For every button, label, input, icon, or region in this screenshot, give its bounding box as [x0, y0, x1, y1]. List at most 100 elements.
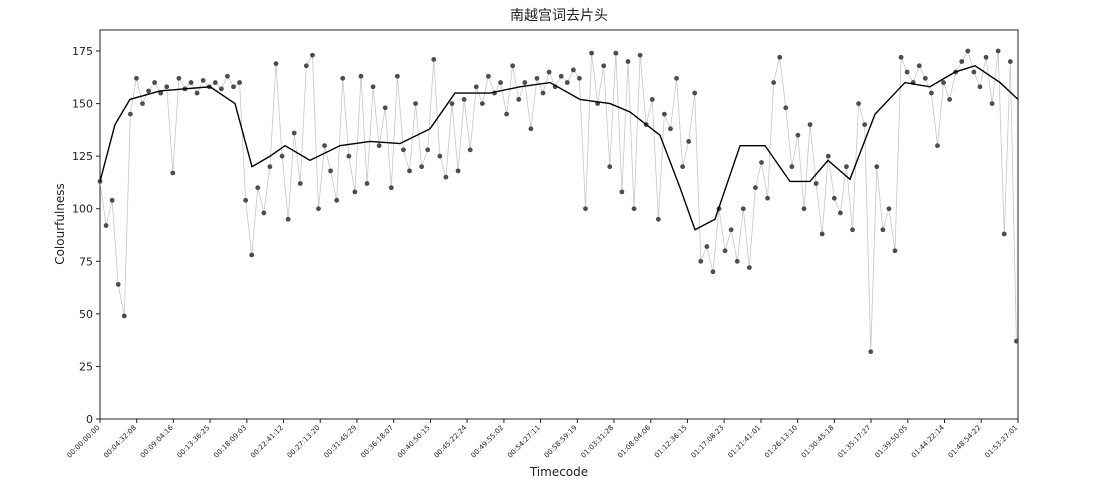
x-tick-label: 01:39:50:05 [873, 424, 909, 460]
data-point [977, 84, 983, 90]
x-tick-label: 01:17:08:23 [690, 424, 726, 460]
data-point [267, 164, 273, 170]
data-point [261, 210, 267, 216]
data-point [1007, 59, 1013, 64]
data-point [285, 216, 291, 222]
data-point [455, 168, 461, 174]
data-point [540, 90, 546, 96]
data-point [746, 265, 752, 271]
data-point [225, 73, 230, 79]
data-point [467, 147, 473, 153]
data-point [437, 153, 443, 159]
data-point [862, 122, 868, 128]
data-point [303, 63, 309, 69]
x-tick-label: 01:35:17:27 [837, 424, 873, 460]
x-tick-label: 01:30:45:18 [800, 424, 836, 460]
data-point [152, 80, 158, 85]
data-point [297, 181, 303, 186]
data-point [461, 96, 467, 102]
data-point [473, 84, 479, 90]
data-point [740, 206, 746, 212]
data-point [146, 88, 151, 94]
data-point [504, 111, 510, 117]
data-point [340, 75, 346, 81]
x-tick-label: 01:48:54:22 [947, 424, 983, 460]
plot-frame [99, 29, 1019, 420]
data-point [631, 206, 637, 212]
data-point [680, 164, 686, 170]
data-point [546, 69, 552, 75]
data-point [704, 244, 710, 249]
x-tick-label: 01:53:27:01 [984, 424, 1020, 460]
data-point [346, 153, 352, 159]
data-point [528, 126, 534, 132]
data-point [486, 73, 491, 79]
data-point [765, 195, 770, 201]
data-point [334, 197, 340, 203]
chart-title: 南越宫词去片头 [510, 8, 608, 24]
x-tick-label: 00:36:18:07 [359, 424, 395, 460]
data-point [892, 248, 898, 254]
data-point [753, 185, 758, 191]
data-point [698, 258, 704, 264]
data-point [771, 80, 777, 85]
y-tick-label: 0 [86, 413, 93, 426]
data-point [121, 313, 127, 319]
data-point [759, 160, 764, 165]
x-tick-label: 00:54:27:11 [506, 424, 542, 460]
data-point [904, 69, 910, 75]
data-point [637, 52, 643, 58]
data-point [789, 164, 795, 170]
data-point [880, 227, 886, 233]
data-point [837, 210, 843, 216]
data-point [431, 57, 437, 62]
data-point [407, 168, 412, 174]
data-point [886, 206, 892, 212]
data-point [564, 80, 570, 85]
data-point [479, 101, 485, 106]
data-point [134, 75, 139, 81]
data-point [734, 258, 740, 264]
x-tick-label: 01:12:36:15 [653, 424, 689, 460]
data-point [534, 75, 540, 81]
data-point [983, 54, 989, 60]
data-point [613, 50, 619, 56]
data-point [965, 48, 971, 54]
data-point [898, 54, 904, 60]
data-point [850, 227, 855, 233]
data-point [819, 231, 825, 237]
data-point [655, 216, 661, 222]
data-point [813, 181, 819, 186]
data-point [401, 147, 406, 153]
data-point [176, 75, 182, 81]
data-point [668, 126, 673, 132]
data-point [692, 90, 698, 96]
data-point [394, 73, 400, 79]
data-point [710, 269, 716, 275]
data-point [516, 96, 522, 102]
data-point [577, 75, 582, 81]
x-tick-label: 01:21:41:01 [727, 424, 763, 460]
data-point [109, 197, 115, 203]
data-point [661, 111, 667, 117]
data-point [947, 96, 953, 102]
data-point [1001, 231, 1007, 237]
y-tick-label: 25 [79, 360, 93, 373]
x-tick-label: 01:03:31:28 [580, 424, 616, 460]
data-point [419, 164, 425, 170]
data-point [844, 164, 849, 170]
data-point [310, 52, 315, 58]
data-point [922, 75, 928, 81]
x-axis-label: Timecode [529, 465, 588, 479]
x-tick-label: 01:26:13:10 [763, 424, 799, 460]
data-point [103, 223, 109, 228]
x-tick-label: 00:13:36:25 [176, 424, 212, 460]
data-point [589, 50, 594, 56]
data-point [243, 197, 249, 203]
x-tick-label: 01:44:22:14 [910, 423, 946, 459]
data-point [989, 101, 995, 106]
data-point [164, 84, 170, 90]
data-point [498, 80, 503, 85]
y-tick-label: 75 [79, 255, 93, 268]
